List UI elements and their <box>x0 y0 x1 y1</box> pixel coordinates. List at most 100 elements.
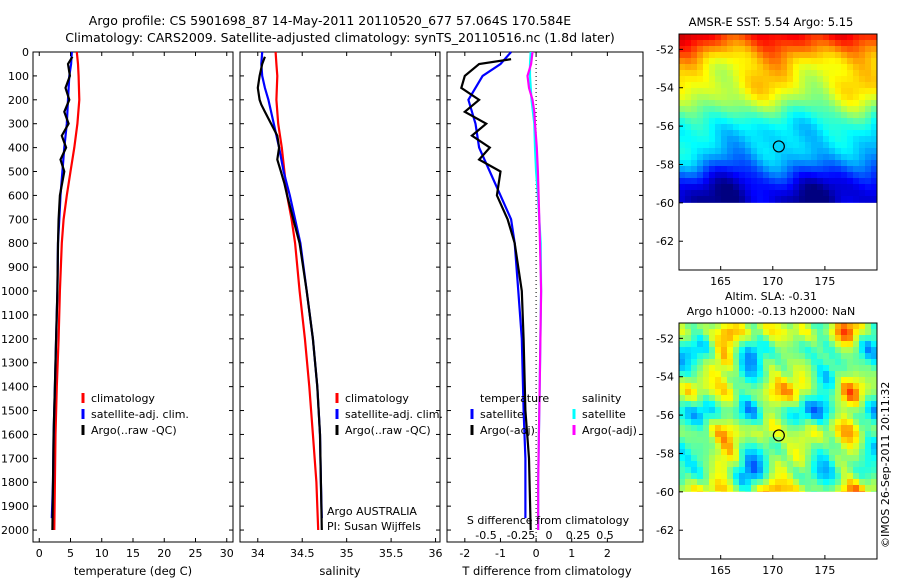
map-cell <box>739 88 745 94</box>
temperature-ytick-label: 800 <box>8 237 29 250</box>
map-cell <box>847 377 853 383</box>
map-cell <box>715 118 721 124</box>
map-cell <box>775 130 781 136</box>
map-cell <box>739 82 745 88</box>
map-cell <box>811 76 817 82</box>
map-cell <box>685 341 691 347</box>
map-cell <box>799 455 805 461</box>
map-cell <box>847 130 853 136</box>
map-cell <box>727 202 733 203</box>
map-cell <box>757 76 763 82</box>
map-cell <box>739 389 745 395</box>
map-cell <box>865 467 871 473</box>
map-cell <box>745 449 751 455</box>
map-cell <box>733 443 739 449</box>
map-cell <box>841 148 847 154</box>
map-cell <box>829 419 835 425</box>
map-cell <box>829 130 835 136</box>
map-cell <box>829 34 835 40</box>
map-cell <box>709 359 715 365</box>
map-cell <box>793 341 799 347</box>
map-cell <box>835 148 841 154</box>
map-cell <box>817 359 823 365</box>
map-cell <box>679 461 685 467</box>
map-cell <box>763 455 769 461</box>
map-cell <box>727 130 733 136</box>
map-cell <box>799 389 805 395</box>
map-cell <box>727 70 733 76</box>
temperature-ytick-label: 1700 <box>1 452 29 465</box>
map-cell <box>871 190 877 196</box>
map-cell <box>805 154 811 160</box>
map-cell <box>823 76 829 82</box>
map-cell <box>709 160 715 166</box>
map-cell <box>721 94 727 100</box>
map-cell <box>733 371 739 377</box>
map-cell <box>799 40 805 46</box>
map-cell <box>853 335 859 341</box>
map-cell <box>793 160 799 166</box>
map-cell <box>757 148 763 154</box>
map-cell <box>853 359 859 365</box>
map-cell <box>829 154 835 160</box>
map-cell <box>793 100 799 106</box>
map-cell <box>727 353 733 359</box>
map-cell <box>709 130 715 136</box>
map-cell <box>859 58 865 64</box>
map-cell <box>733 359 739 365</box>
map-cell <box>745 76 751 82</box>
map-cell <box>871 202 877 203</box>
map-cell <box>817 365 823 371</box>
difference-top-tick-label: 0.5 <box>596 529 614 542</box>
map-cell <box>799 353 805 359</box>
map-cell <box>799 94 805 100</box>
map-cell <box>691 40 697 46</box>
map-cell <box>727 196 733 202</box>
map-cell <box>805 70 811 76</box>
map-cell <box>835 184 841 190</box>
map-cell <box>811 112 817 118</box>
map-cell <box>769 449 775 455</box>
map-cell <box>733 178 739 184</box>
map-cell <box>769 184 775 190</box>
map-cell <box>709 419 715 425</box>
map-cell <box>841 190 847 196</box>
map-cell <box>817 40 823 46</box>
map-cell <box>697 491 703 492</box>
map-cell <box>859 371 865 377</box>
map-cell <box>769 443 775 449</box>
map-cell <box>793 401 799 407</box>
map-cell <box>823 431 829 437</box>
map-cell <box>841 425 847 431</box>
map-cell <box>793 94 799 100</box>
map-cell <box>703 82 709 88</box>
map-cell <box>805 172 811 178</box>
map-cell <box>853 389 859 395</box>
map-cell <box>835 419 841 425</box>
map-cell <box>769 401 775 407</box>
map-cell <box>769 166 775 172</box>
map-cell <box>811 184 817 190</box>
temperature-xtick-label: 30 <box>220 547 234 560</box>
difference-series-0 <box>467 51 527 519</box>
map-cell <box>703 64 709 70</box>
map-cell <box>715 365 721 371</box>
map-cell <box>829 124 835 130</box>
map-cell <box>721 335 727 341</box>
map-cell <box>697 106 703 112</box>
map-cell <box>835 112 841 118</box>
map-cell <box>751 347 757 353</box>
map-cell <box>865 64 871 70</box>
map-cell <box>703 148 709 154</box>
map-cell <box>805 94 811 100</box>
map-cell <box>865 455 871 461</box>
map-cell <box>715 40 721 46</box>
sst-map: 165 170 175-52-54-56-58-60-62 <box>656 33 878 288</box>
map-cell <box>853 341 859 347</box>
map-cell <box>871 353 877 359</box>
map-cell <box>721 202 727 203</box>
map-cell <box>775 94 781 100</box>
map-cell <box>697 323 703 329</box>
map-cell <box>859 136 865 142</box>
